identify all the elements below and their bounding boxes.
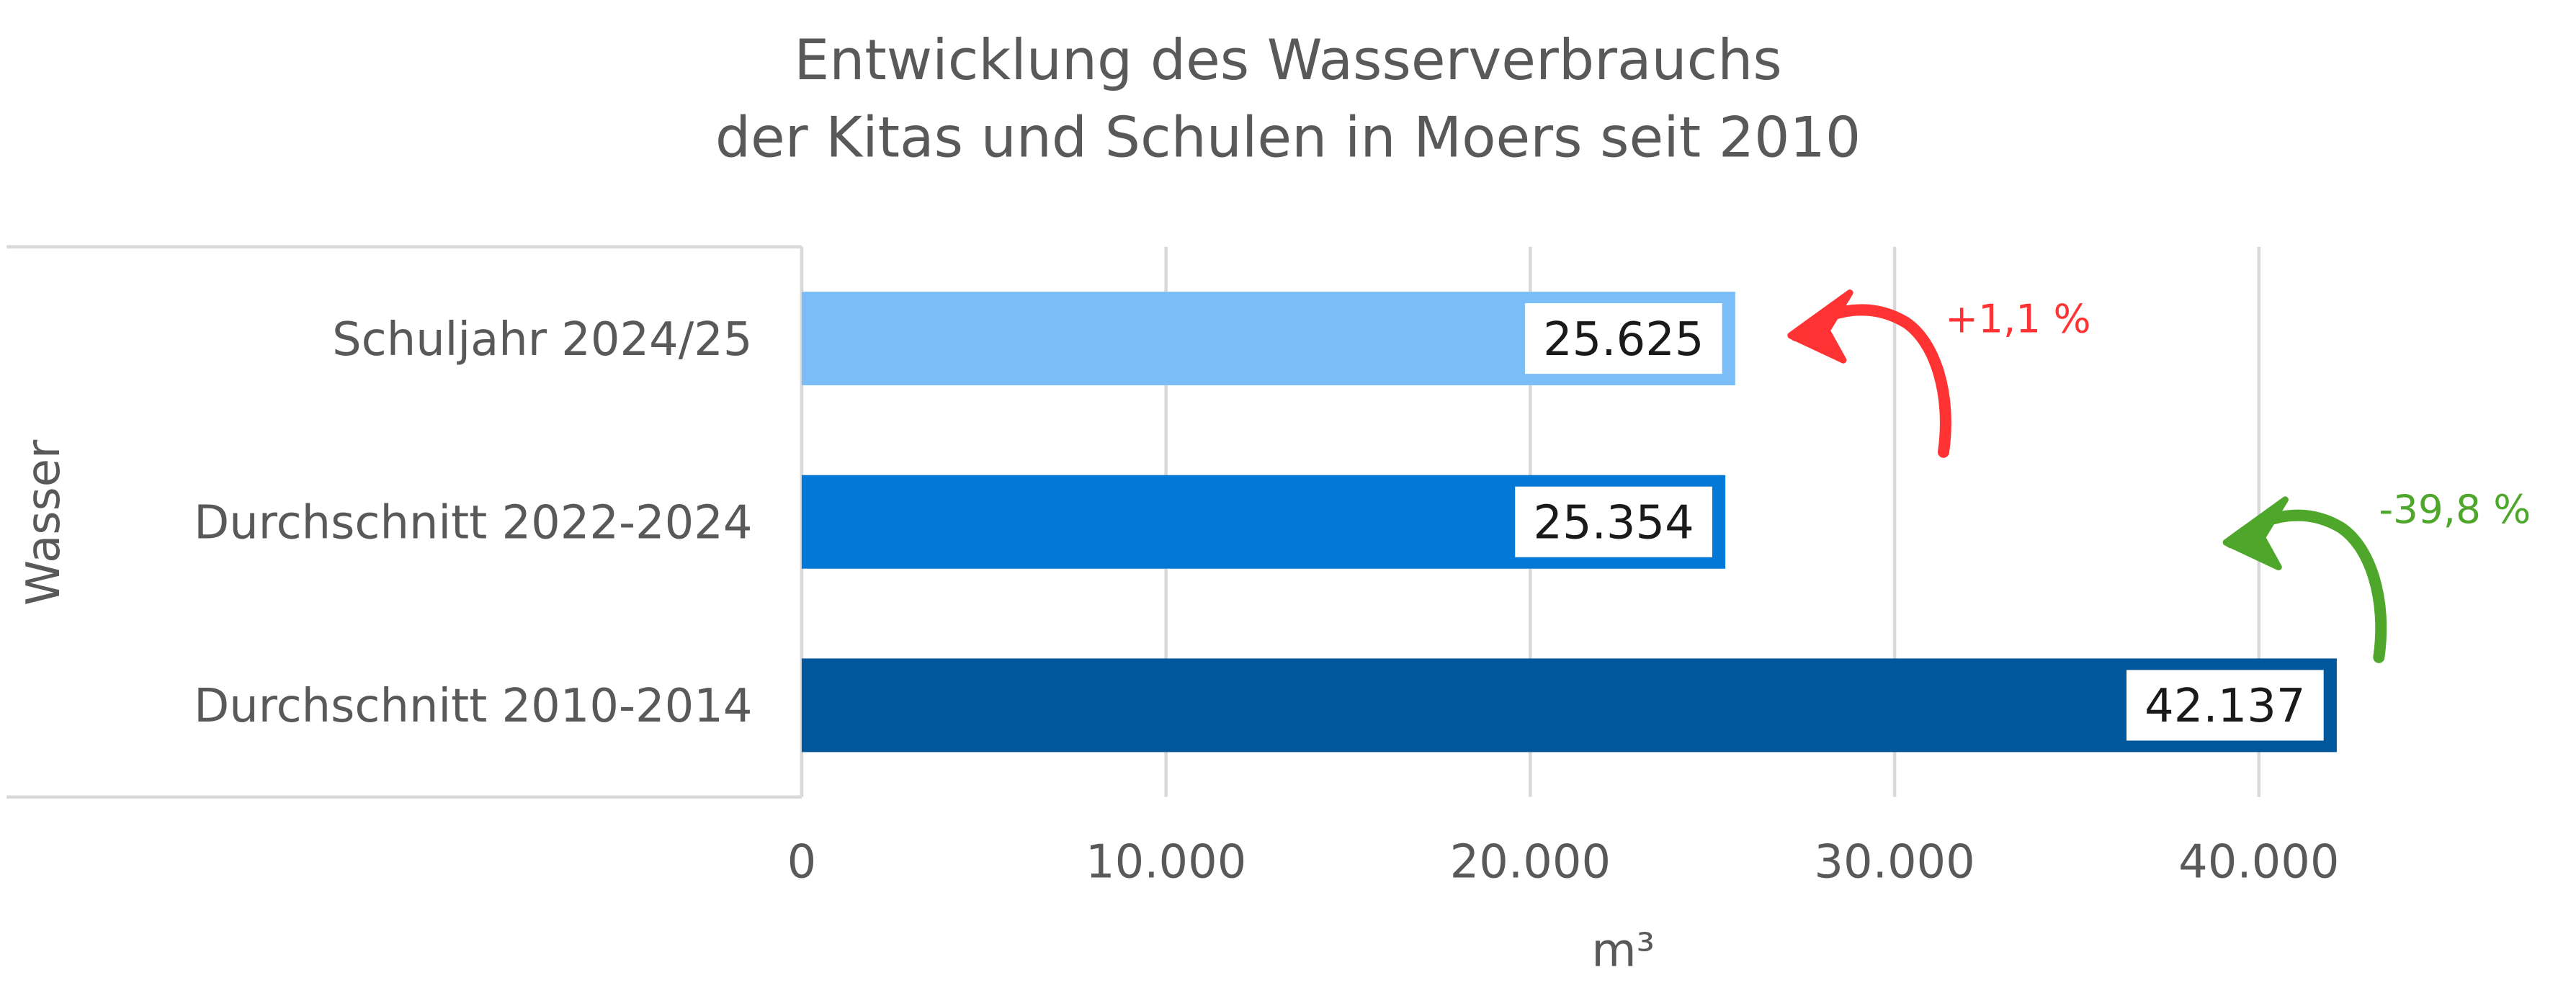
x-axis-title: m³ bbox=[1591, 925, 1655, 978]
x-tick-label: 10.000 bbox=[1086, 835, 1246, 889]
x-axis-ticks: 0 10.000 20.000 30.000 40.000 bbox=[787, 835, 2340, 889]
data-label-box bbox=[1524, 303, 1722, 374]
bar bbox=[801, 658, 2337, 753]
bars: 25.625 25.354 42.137 bbox=[801, 292, 2337, 753]
annotation-red: +1,1 % bbox=[1945, 295, 2090, 341]
category-labels: Schuljahr 2024/25 Durchschnitt 2022-2024 D… bbox=[194, 313, 752, 733]
data-label: 25.354 bbox=[1533, 497, 1694, 550]
x-tick-label: 20.000 bbox=[1450, 835, 1611, 889]
chart-title-line-2: der Kitas und Schulen in Moers seit 2010 bbox=[715, 105, 1861, 170]
category-label: Durchschnitt 2022-2024 bbox=[194, 497, 752, 550]
data-label-box bbox=[1515, 486, 1712, 557]
x-tick-label: 40.000 bbox=[2178, 835, 2339, 889]
x-tick-label: 30.000 bbox=[1814, 835, 1975, 889]
category-axis-frame bbox=[6, 245, 804, 799]
data-label-box bbox=[2126, 670, 2324, 741]
category-label: Schuljahr 2024/25 bbox=[332, 313, 752, 367]
category-label: Durchschnitt 2010-2014 bbox=[194, 680, 752, 733]
x-tick-label: 0 bbox=[787, 835, 817, 889]
data-label: 42.137 bbox=[2145, 680, 2305, 733]
chart-title-line-1: Entwicklung des Wasserverbrauchs bbox=[794, 28, 1782, 93]
data-label: 25.625 bbox=[1543, 313, 1704, 367]
annotation-green: -39,8 % bbox=[2379, 486, 2531, 532]
curved-arrow-icon-red bbox=[1787, 289, 1951, 458]
y-axis-title: Wasser bbox=[17, 439, 71, 606]
curved-arrow-icon-green bbox=[2222, 496, 2387, 663]
